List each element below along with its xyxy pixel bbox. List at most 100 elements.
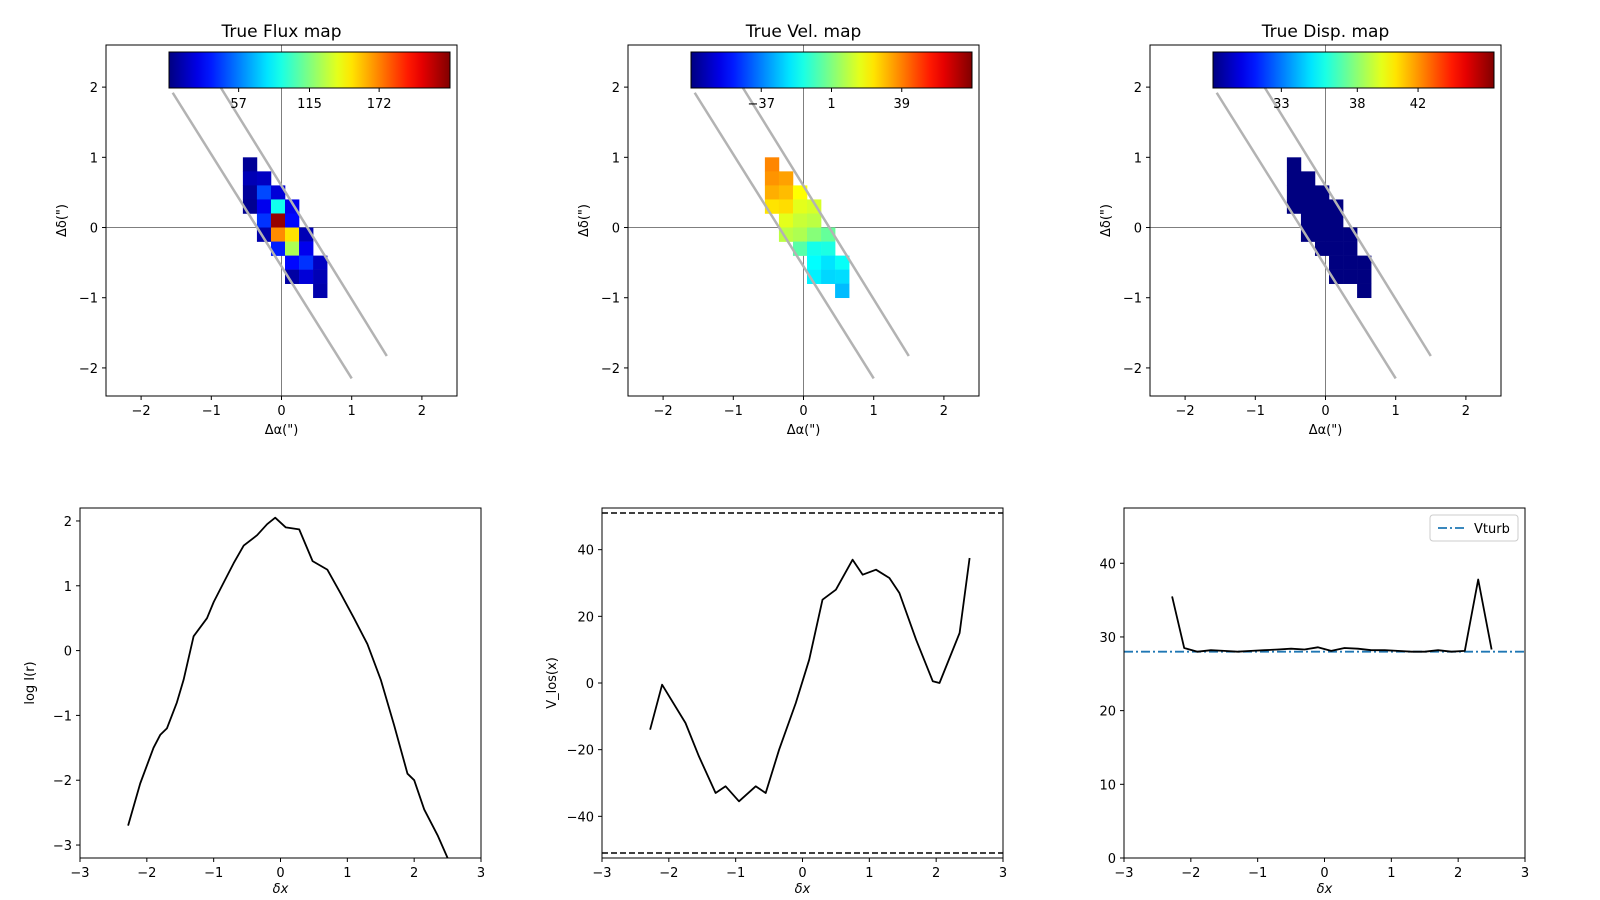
x-tick-label: 2 (932, 866, 940, 881)
map-pixel (1286, 157, 1302, 172)
x-tick-label: −2 (137, 866, 156, 881)
x-tick-label: −3 (70, 866, 89, 881)
x-tick-label: −3 (1114, 866, 1133, 881)
y-tick-label: 1 (1134, 151, 1142, 166)
map-pixel (270, 199, 286, 214)
y-axis-label: Δδ(") (55, 204, 70, 237)
map-pixel (1343, 255, 1358, 270)
legend-label: Vturb (1474, 522, 1510, 537)
y-tick-label: −2 (601, 362, 620, 377)
y-tick-label: 30 (1099, 631, 1116, 646)
map-pixel (1314, 213, 1330, 228)
y-tick-label: −20 (567, 744, 594, 759)
map-pixel (1357, 269, 1372, 284)
slit-line (1261, 82, 1432, 357)
y-tick-label: −40 (567, 810, 594, 825)
colorbar-tick-label: 39 (893, 97, 910, 112)
x-tick-label: 0 (276, 866, 284, 881)
map-pixel (1314, 241, 1330, 256)
map-pixel (285, 241, 300, 256)
colorbar-tick-label: 115 (297, 97, 322, 112)
x-axis-label: δx (795, 882, 811, 897)
map-pixel (1343, 241, 1358, 256)
x-tick-label: −2 (654, 404, 673, 419)
x-tick-label: 1 (865, 866, 873, 881)
map-pixel (821, 255, 836, 270)
plot-area (1150, 45, 1501, 396)
map-pixel (807, 241, 822, 256)
x-tick-label: 2 (940, 404, 948, 419)
colorbar-tick-label: 33 (1273, 97, 1290, 112)
panel-5: −3 −2 −1 0 1 2 3 −40 −20 0 20 40 δx V_los(x) (545, 507, 1007, 897)
map-pixel (313, 255, 328, 270)
x-tick-label: −2 (659, 866, 678, 881)
map-pixel (256, 185, 272, 200)
map-pixel (835, 283, 850, 299)
map-pixel (792, 185, 808, 200)
map-pixel (821, 241, 836, 256)
x-tick-label: 0 (799, 404, 807, 419)
plot-area (628, 45, 979, 396)
map-pixel (256, 213, 272, 228)
map-pixel (835, 269, 850, 284)
x-tick-label: 2 (410, 866, 418, 881)
map-pixel (1286, 171, 1302, 186)
y-tick-label: 2 (612, 81, 620, 96)
x-axis-label: Δα(") (1309, 423, 1343, 438)
map-pixel (270, 185, 286, 200)
y-tick-label: −1 (601, 292, 620, 307)
colorbar-tick-label: 38 (1349, 97, 1366, 112)
axes-frame (1123, 507, 1526, 859)
map-pixel (778, 171, 794, 186)
y-tick-label: 40 (577, 544, 594, 559)
panel-3: 33 38 42 −2 −1 0 1 2 −2 −1 0 1 2 True Disp. map Δα(") Δ… (1099, 22, 1502, 438)
map-pixel (764, 171, 780, 186)
y-tick-label: −1 (79, 292, 98, 307)
panel-4: −3 −2 −1 0 1 2 3 −3 −2 −1 0 1 2 δx log I(r) (23, 507, 485, 897)
map-pixel (242, 171, 258, 186)
slit-line (1215, 92, 1397, 380)
map-pixel (1329, 213, 1344, 228)
y-tick-label: 0 (64, 645, 72, 660)
map-pixel (242, 185, 258, 200)
x-tick-label: −1 (1248, 866, 1267, 881)
y-tick-label: 1 (612, 151, 620, 166)
x-tick-label: −1 (726, 866, 745, 881)
y-tick-label: 0 (1134, 222, 1142, 237)
y-tick-label: 40 (1099, 557, 1116, 572)
x-tick-label: −2 (1176, 404, 1195, 419)
colorbar (168, 51, 451, 89)
y-tick-label: −2 (53, 774, 72, 789)
x-tick-label: −2 (132, 404, 151, 419)
x-tick-label: 3 (999, 866, 1007, 881)
y-axis-label: Δδ(") (1099, 204, 1114, 237)
y-tick-label: 1 (64, 580, 72, 595)
map-pixel (285, 213, 300, 228)
map-pixel (1314, 185, 1330, 200)
x-tick-label: −3 (592, 866, 611, 881)
map-pixel (1329, 255, 1344, 270)
x-tick-label: −1 (202, 404, 221, 419)
data-line (127, 516, 449, 858)
map-pixel (821, 269, 836, 284)
map-pixel (764, 185, 780, 200)
map-pixel (1314, 199, 1330, 214)
map-pixel (1300, 213, 1316, 228)
y-tick-label: 2 (90, 81, 98, 96)
y-tick-label: 20 (577, 610, 594, 625)
plot-area (1124, 578, 1525, 653)
x-tick-label: −1 (724, 404, 743, 419)
colorbar-tick-label: 172 (367, 97, 392, 112)
map-pixel (1314, 227, 1330, 242)
map-pixel (299, 269, 314, 284)
x-axis-label: δx (1317, 882, 1333, 897)
y-tick-label: 0 (1108, 852, 1116, 867)
slit-line (739, 82, 910, 357)
y-tick-label: −2 (1123, 362, 1142, 377)
x-tick-label: 0 (798, 866, 806, 881)
map-pixel (270, 227, 286, 242)
map-pixel (1286, 185, 1302, 200)
x-tick-label: 2 (418, 404, 426, 419)
x-tick-label: 1 (870, 404, 878, 419)
